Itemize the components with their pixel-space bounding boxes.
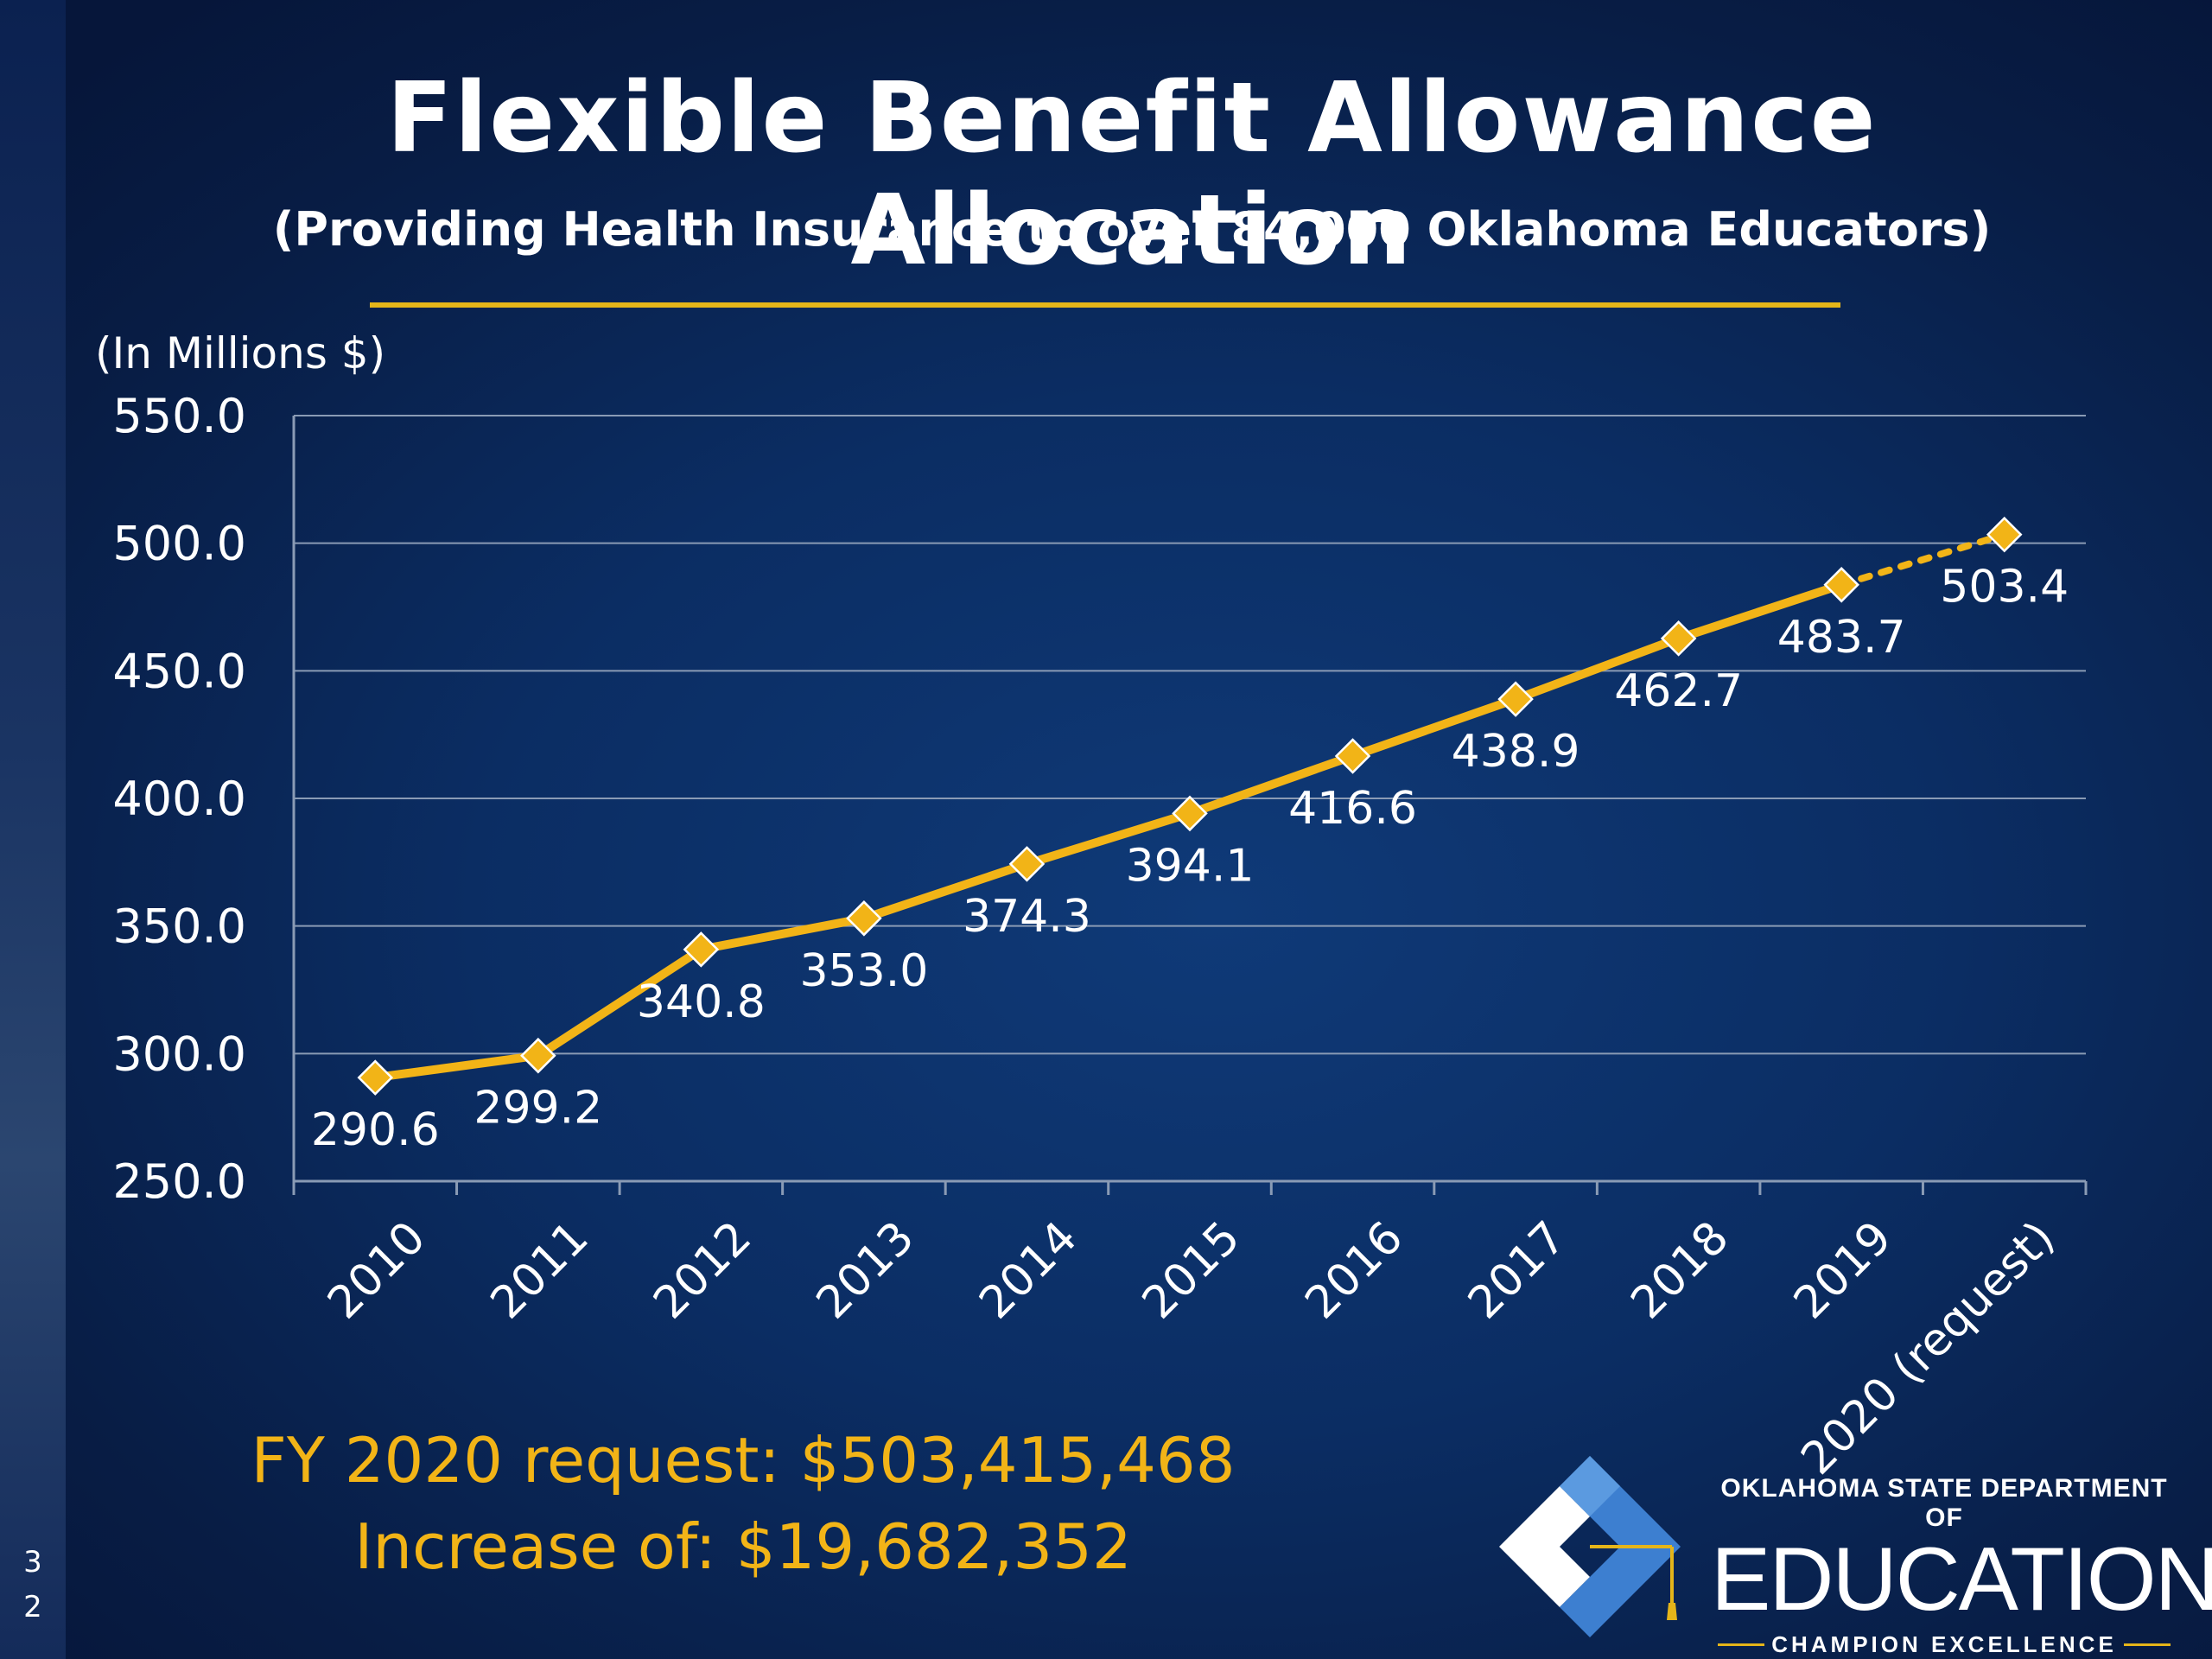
data-point-marker [846, 900, 882, 937]
data-point-marker [520, 1037, 556, 1074]
x-tick-label: 2012 [644, 1211, 761, 1329]
x-tick-label: 2014 [969, 1211, 1087, 1329]
slide-number: 32 [23, 1545, 42, 1624]
y-tick-labels: 550.0 500.0 450.0 400.0 350.0 300.0 250.0 [112, 389, 246, 1209]
x-tick-label: 2013 [807, 1211, 925, 1329]
data-label: 290.6 [311, 1104, 440, 1156]
y-tick-label: 450.0 [112, 644, 246, 698]
data-labels: 290.6 299.2 340.8 353.0 374.3 394.1 416.6 438.9… [311, 562, 2069, 1156]
y-tick-label: 550.0 [112, 389, 246, 443]
y-tick-label: 350.0 [112, 899, 246, 954]
osde-logo-icon [1499, 1456, 1681, 1637]
units-label: (In Millions $) [95, 328, 386, 378]
tagline-rule-right [2123, 1643, 2171, 1646]
logo-education-wordmark: EDUCATION [1711, 1529, 2212, 1630]
x-tick-label: 2018 [1621, 1211, 1738, 1329]
data-point-marker [683, 931, 720, 968]
y-tick-label: 250.0 [112, 1154, 246, 1209]
logo-tagline: CHAMPION EXCELLENCE [1771, 1631, 2117, 1657]
slide-title: Flexible Benefit Allowance Allocation [386, 62, 1878, 287]
x-tick-label: 2010 [318, 1211, 435, 1329]
data-label: 438.9 [1452, 726, 1580, 778]
x-tick-label: 2017 [1459, 1211, 1576, 1329]
osde-logo-text: OKLAHOMA STATE DEPARTMENT OF EDUCATION C… [1711, 1474, 2212, 1658]
data-point-marker [1334, 738, 1371, 774]
summary-box: FY 2020 request: $503,415,468 Increase o… [199, 1417, 1287, 1590]
logo-tagline-row: CHAMPION EXCELLENCE [1711, 1631, 2177, 1658]
series-markers [357, 516, 2023, 1096]
x-tick-label: 2015 [1133, 1211, 1250, 1329]
tagline-rule-left [1718, 1643, 1765, 1646]
data-label: 483.7 [1777, 612, 1906, 664]
x-tick-label: 2011 [481, 1211, 599, 1329]
slide-subtitle: (Providing Health Insurance to over 84,0… [272, 202, 1992, 257]
y-tick-label: 300.0 [112, 1027, 246, 1081]
fy2020-request-text: FY 2020 request: $503,415,468 [251, 1424, 1236, 1497]
increase-text: Increase of: $19,682,352 [354, 1510, 1132, 1583]
y-tick-label: 500.0 [112, 517, 246, 571]
data-point-marker [1660, 620, 1697, 657]
data-label: 462.7 [1614, 665, 1743, 717]
data-label: 340.8 [637, 976, 766, 1028]
data-label: 353.0 [799, 945, 928, 997]
side-strip: 32 [0, 0, 66, 1659]
data-point-marker [1986, 516, 2023, 553]
data-point-marker [1008, 846, 1046, 882]
title-divider [370, 302, 1840, 308]
data-label: 374.3 [963, 891, 1091, 943]
logo-org-name: OKLAHOMA STATE DEPARTMENT OF [1720, 1474, 2168, 1532]
series-line [374, 531, 2008, 1083]
data-point-marker [1497, 681, 1534, 717]
data-label: 503.4 [1940, 562, 2069, 613]
data-point-marker [357, 1059, 394, 1096]
axes [292, 416, 2088, 1195]
data-label: 394.1 [1126, 840, 1255, 892]
data-label: 299.2 [474, 1083, 602, 1135]
data-point-marker [1823, 567, 1859, 603]
x-tick-label: 2016 [1295, 1211, 1413, 1329]
series-line-projected [1838, 531, 2008, 588]
x-tick-label: 2019 [1784, 1211, 1902, 1329]
data-label: 416.6 [1288, 783, 1417, 835]
data-point-marker [1172, 795, 1208, 832]
series-line-actual [374, 581, 1843, 1083]
y-tick-label: 400.0 [112, 772, 246, 826]
